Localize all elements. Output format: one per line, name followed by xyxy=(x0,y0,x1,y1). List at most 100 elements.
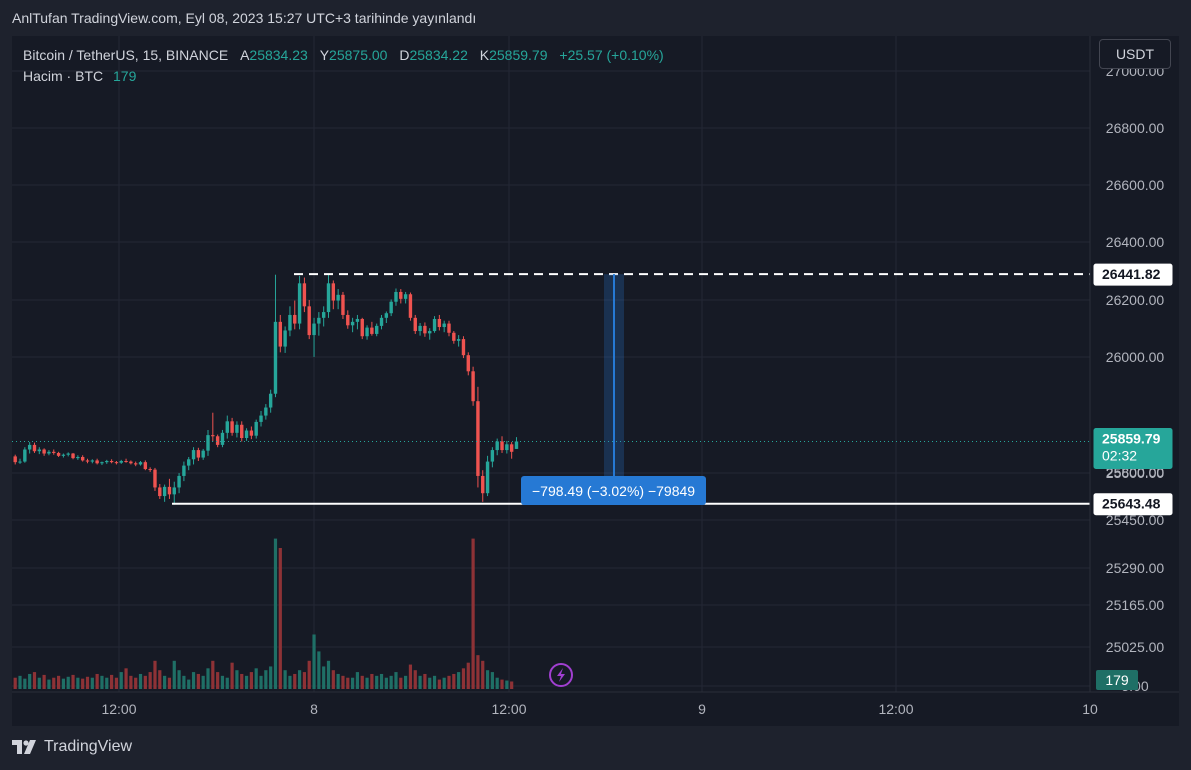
volume-bar xyxy=(81,678,85,689)
volume-bar xyxy=(452,673,456,689)
symbol-title[interactable]: Bitcoin / TetherUS, 15, BINANCE xyxy=(23,47,229,63)
candle-body xyxy=(413,317,417,332)
candlestick-chart[interactable]: 27000.0026800.0026600.0026400.0026200.00… xyxy=(12,36,1179,726)
candle-body xyxy=(432,318,437,332)
volume-bar xyxy=(466,662,470,689)
candle-body xyxy=(23,449,27,462)
currency-button[interactable]: USDT xyxy=(1099,39,1171,69)
chart-panel[interactable]: 27000.00 26800.00 26600.00 26400.00 26200.00… xyxy=(12,36,1179,726)
volume-bar xyxy=(355,672,360,689)
volume-bar xyxy=(269,666,273,689)
volume-bar xyxy=(264,670,268,689)
candle-body xyxy=(336,294,340,301)
candle-body xyxy=(495,441,499,451)
candle-body xyxy=(225,421,229,433)
price-tick-label: 25165.00 xyxy=(1106,597,1165,613)
resistance-price-label-bg xyxy=(1093,263,1173,286)
volume-bar xyxy=(384,677,388,689)
candle-body xyxy=(394,291,398,302)
volume-bar xyxy=(297,670,302,689)
volume-bar xyxy=(437,679,441,689)
candle-body xyxy=(71,453,75,459)
time-tick-label: 12:00 xyxy=(491,701,526,717)
grid xyxy=(12,36,1091,692)
candle-body xyxy=(244,430,249,438)
volume-bar xyxy=(317,651,321,689)
volume-bar xyxy=(471,538,475,689)
volume-bar xyxy=(220,675,225,689)
price-tick-label: 25025.00 xyxy=(1106,639,1165,655)
volume-bar xyxy=(485,670,490,689)
candle-body xyxy=(249,430,254,436)
candle-body xyxy=(254,421,258,436)
volume-bar xyxy=(331,670,335,689)
time-tick-label: 12:00 xyxy=(878,701,913,717)
candle-body xyxy=(268,393,273,408)
candle-body xyxy=(52,451,56,453)
volume-bar xyxy=(42,674,46,689)
candle-body xyxy=(389,301,393,314)
volume-bar xyxy=(100,675,104,689)
volume-bar xyxy=(336,673,340,689)
volume-bar xyxy=(61,678,65,689)
volume-bar xyxy=(76,677,80,689)
candle-body xyxy=(423,325,427,334)
volume-bar xyxy=(249,672,253,689)
support-price-label: 25643.48 xyxy=(1093,493,1173,516)
price-tick-label: 26800.00 xyxy=(1106,120,1165,136)
volume-bar xyxy=(114,677,119,689)
candle-body xyxy=(215,436,220,445)
volume-bar xyxy=(461,668,466,689)
volume-bar xyxy=(254,668,258,689)
candle-body xyxy=(399,291,403,299)
price-axis: 27000.0026800.0026600.0026400.0026200.00… xyxy=(1089,36,1173,694)
volume-bar xyxy=(211,660,215,689)
candle-body xyxy=(158,487,162,497)
time-tick-label: 9 xyxy=(698,701,706,717)
volume-bar xyxy=(302,672,306,689)
volume-bar xyxy=(167,677,172,689)
volume-bar xyxy=(110,674,114,689)
candle-body xyxy=(297,283,302,324)
close-label: K xyxy=(479,47,490,63)
candle-body xyxy=(119,461,123,463)
candle-body xyxy=(461,339,466,356)
candle-body xyxy=(47,451,51,454)
volume-bar xyxy=(428,677,432,689)
volume-bar xyxy=(90,677,94,689)
candles xyxy=(13,274,519,505)
low-value: 25834.22 xyxy=(409,47,468,63)
published-header: AnlTufan TradingView.com, Eyl 08, 2023 1… xyxy=(12,10,477,26)
volume-bar xyxy=(360,675,364,689)
volume-value: 179 xyxy=(113,68,137,84)
volume-bar xyxy=(476,655,480,689)
tradingview-logo-icon xyxy=(12,740,36,754)
volume-bar xyxy=(196,673,200,689)
tradingview-logo[interactable]: TradingView xyxy=(12,738,132,756)
candle-body xyxy=(27,444,32,450)
candle-body xyxy=(240,424,244,438)
candle-body xyxy=(442,323,446,328)
volume-bar xyxy=(322,666,326,689)
volume-bar xyxy=(158,670,162,689)
volume-bar xyxy=(394,672,398,689)
candle-body xyxy=(360,318,364,337)
volume-title[interactable]: Hacim · BTC xyxy=(23,68,104,84)
volume-bar xyxy=(182,675,186,689)
candle-body xyxy=(201,450,205,458)
volume-bar xyxy=(500,679,504,689)
close-value: 25859.79 xyxy=(489,47,548,63)
candle-body xyxy=(341,294,345,315)
volume-bar xyxy=(143,675,147,689)
candle-body xyxy=(288,314,292,331)
volume-bar xyxy=(191,672,196,689)
volume-bar xyxy=(56,675,61,689)
price-tick-label: 25450.00 xyxy=(1106,512,1165,528)
support-price-label-text: 25643.48 xyxy=(1102,496,1161,512)
candle-body xyxy=(312,323,316,336)
candle-body xyxy=(283,330,287,347)
candle-body xyxy=(235,424,239,433)
volume-bar xyxy=(66,676,70,689)
candle-body xyxy=(293,314,297,324)
volume-bar xyxy=(37,677,41,689)
